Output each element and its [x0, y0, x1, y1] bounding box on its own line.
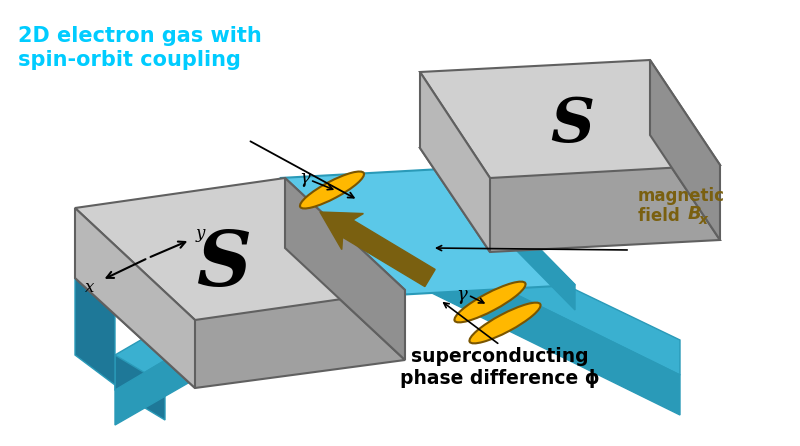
Text: B: B [688, 205, 702, 223]
Polygon shape [420, 60, 720, 178]
Polygon shape [650, 60, 720, 240]
Text: x: x [699, 213, 708, 227]
Text: superconducting
phase difference ϕ: superconducting phase difference ϕ [400, 347, 600, 388]
Polygon shape [460, 168, 575, 310]
Text: S: S [198, 228, 253, 302]
Text: S: S [550, 95, 594, 155]
Polygon shape [285, 178, 405, 360]
Polygon shape [115, 355, 165, 420]
FancyArrow shape [320, 212, 435, 287]
Polygon shape [75, 278, 115, 385]
Polygon shape [115, 230, 680, 425]
Polygon shape [75, 208, 195, 388]
Ellipse shape [300, 172, 364, 208]
Polygon shape [75, 248, 405, 388]
Ellipse shape [470, 302, 541, 343]
Ellipse shape [454, 281, 526, 322]
Text: 2D electron gas with
spin-orbit coupling: 2D electron gas with spin-orbit coupling [18, 26, 262, 70]
Text: x: x [86, 280, 94, 297]
Text: magnetic
field: magnetic field [638, 186, 725, 225]
Text: γ: γ [300, 169, 310, 187]
Text: γ: γ [457, 286, 467, 304]
Polygon shape [115, 198, 680, 390]
Polygon shape [420, 135, 720, 252]
Polygon shape [420, 72, 490, 252]
Polygon shape [280, 178, 395, 320]
Text: y: y [195, 226, 205, 243]
Polygon shape [280, 168, 575, 295]
Polygon shape [75, 178, 405, 320]
